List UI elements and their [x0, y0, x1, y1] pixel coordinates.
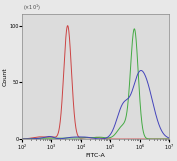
Text: $(\times 10^1)$: $(\times 10^1)$ — [24, 3, 42, 13]
Y-axis label: Count: Count — [3, 67, 8, 86]
X-axis label: FITC-A: FITC-A — [86, 153, 105, 158]
